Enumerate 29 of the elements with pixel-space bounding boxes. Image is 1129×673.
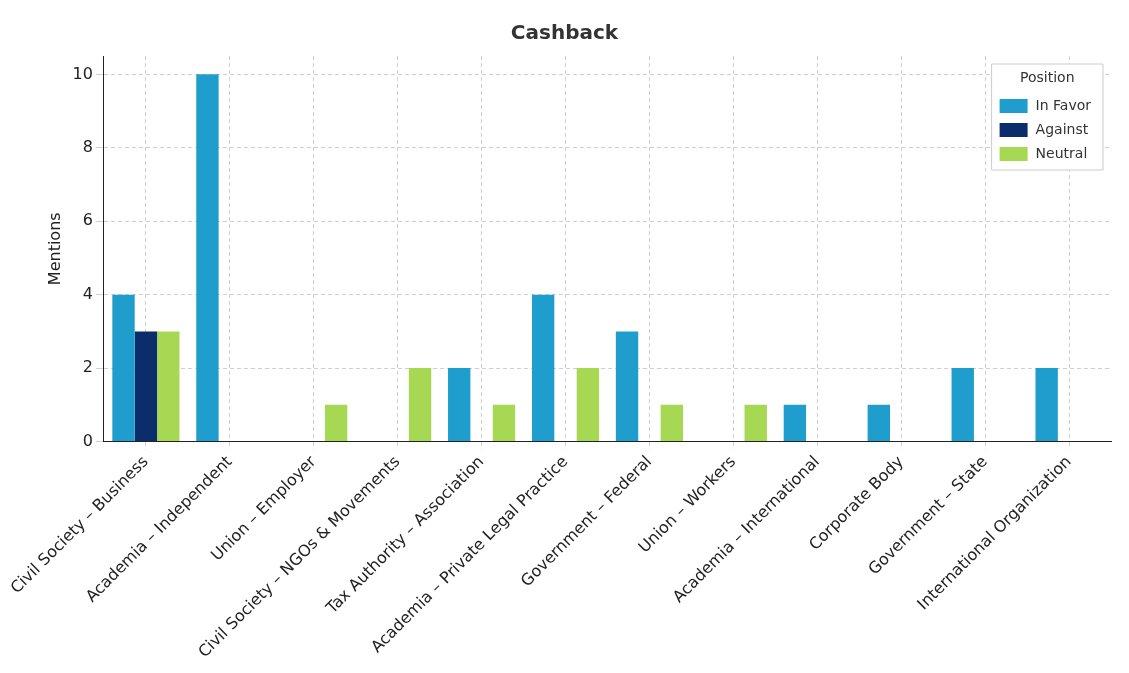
bar — [951, 368, 974, 442]
bar — [615, 331, 639, 442]
bar — [157, 331, 180, 442]
legend-label: Against — [1035, 120, 1089, 137]
bar — [576, 368, 600, 442]
y-axis-title: Mentions — [45, 212, 65, 286]
bar — [324, 404, 348, 442]
y-tick-label: 0 — [82, 430, 93, 450]
chart-title: Cashback — [510, 20, 619, 45]
legend-title: Position — [1020, 68, 1075, 85]
bar — [660, 404, 683, 442]
y-tick-label: 8 — [82, 136, 93, 156]
bar — [448, 368, 471, 442]
bar — [783, 404, 807, 442]
y-tick-label: 2 — [82, 357, 93, 377]
bar — [112, 294, 135, 442]
bar — [867, 404, 891, 442]
y-tick-label: 6 — [82, 210, 93, 230]
y-tick-label: 10 — [72, 63, 93, 83]
bar — [134, 331, 158, 442]
bar — [196, 74, 219, 442]
legend-label: In Favor — [1035, 96, 1092, 113]
bar — [744, 404, 767, 442]
y-tick-label: 4 — [82, 283, 93, 303]
legend-label: Neutral — [1035, 144, 1088, 161]
bar — [408, 368, 432, 442]
bar — [531, 294, 555, 442]
bar — [1035, 368, 1058, 442]
bar — [492, 404, 516, 442]
